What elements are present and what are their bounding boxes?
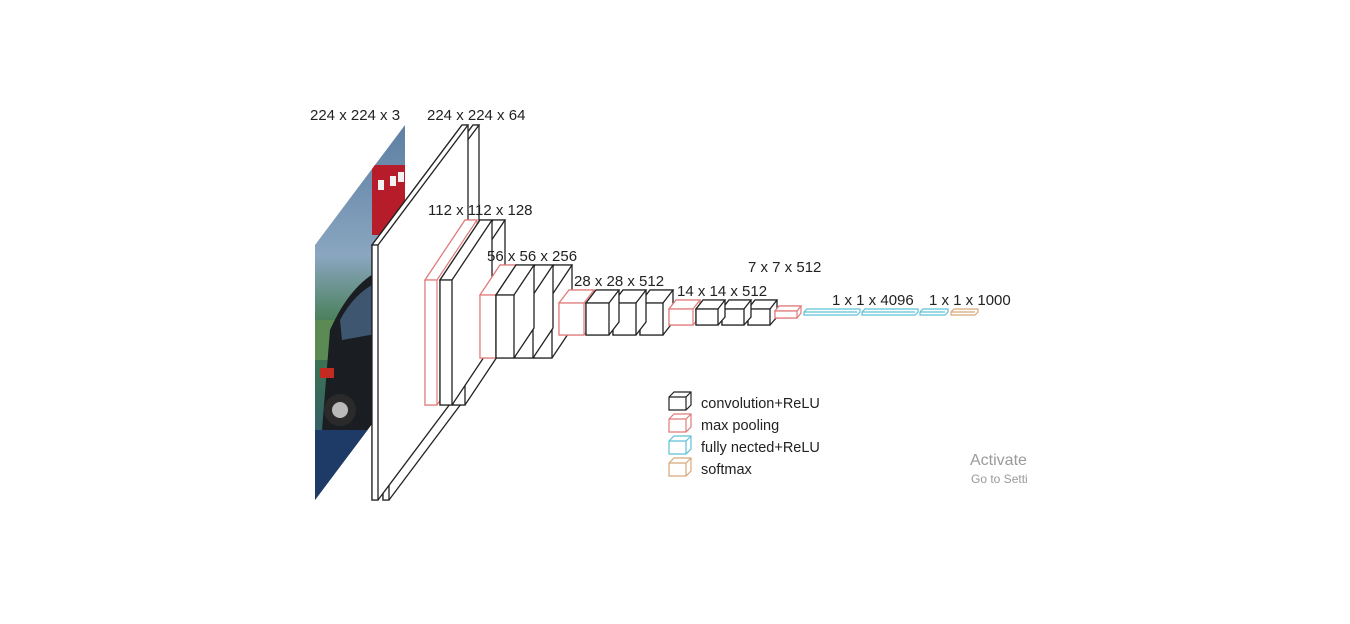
label-conv3-size: 56 x 56 x 256	[487, 248, 577, 265]
legend-label-softmax: softmax	[701, 462, 753, 478]
watermark-line2: Go to Setti	[971, 472, 1028, 486]
label-conv2-size: 112 x 112 x 128	[428, 202, 533, 219]
legend-item-max-pooling: max pooling	[668, 413, 779, 434]
legend-item-softmax: softmax	[668, 457, 753, 478]
conv1-block	[370, 124, 481, 501]
label-conv4-size: 28 x 28 x 512	[574, 273, 664, 290]
label-input-size: 224 x 224 x 3	[310, 107, 400, 124]
watermark-line1: Activate	[970, 452, 1027, 469]
label-fc-size: 1 x 1 x 4096	[832, 292, 914, 309]
pool4-block	[667, 299, 702, 326]
softmax-block	[950, 308, 979, 316]
pool3-block	[557, 289, 596, 336]
conv2-block	[438, 219, 507, 406]
legend-item-convolution: convolution+ReLU	[668, 391, 820, 412]
legend-label-convolution: convolution+ReLU	[701, 396, 820, 412]
legend-label-max-pooling: max pooling	[701, 418, 779, 434]
legend: convolution+ReLU max pooling fully necte…	[668, 391, 820, 478]
label-conv5-size: 14 x 14 x 512	[677, 283, 767, 300]
label-pool5-size: 7 x 7 x 512	[748, 259, 821, 276]
legend-item-fully-connected: fully nected+ReLU	[668, 435, 820, 456]
conv5-block	[694, 299, 779, 326]
label-softmax-size: 1 x 1 x 1000	[929, 292, 1011, 309]
fc-layers	[803, 308, 949, 316]
legend-label-fully-connected: fully nected+ReLU	[701, 440, 820, 456]
conv4-block	[584, 289, 675, 336]
label-conv1-size: 224 x 224 x 64	[427, 107, 525, 124]
activation-watermark: Activate Go to Setti	[970, 452, 1028, 486]
pool5-block	[773, 305, 803, 319]
